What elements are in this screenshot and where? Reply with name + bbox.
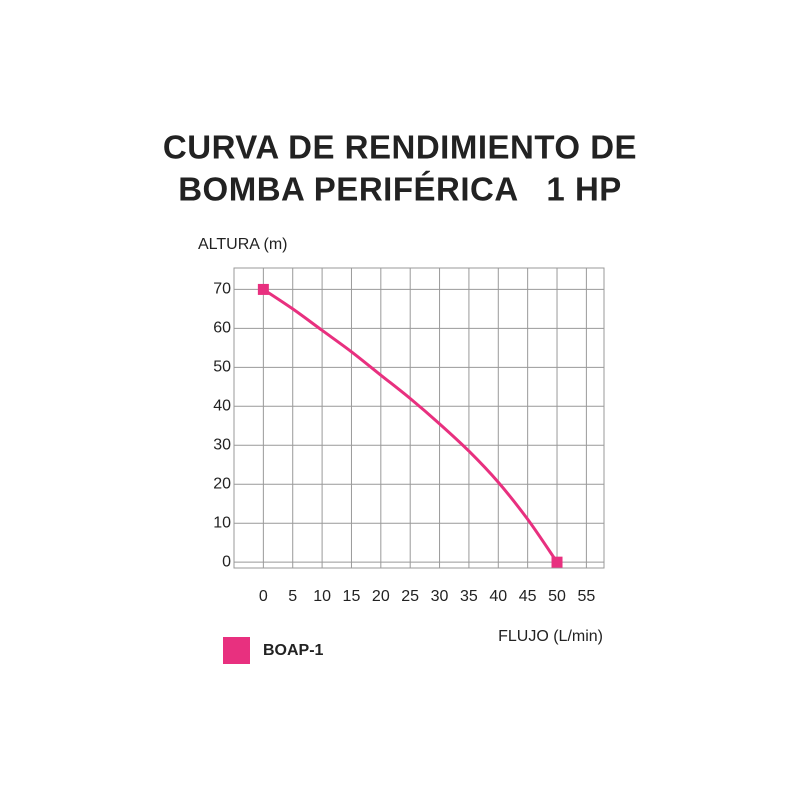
x-tick-label: 5 xyxy=(288,588,297,605)
x-tick-label: 0 xyxy=(259,588,268,605)
endpoint-marker xyxy=(257,283,269,295)
y-tick-label: 60 xyxy=(213,320,231,337)
x-tick-label: 35 xyxy=(460,588,478,605)
plot-border xyxy=(233,267,605,569)
y-tick-label: 30 xyxy=(213,436,231,453)
x-tick-label: 15 xyxy=(343,588,361,605)
y-tick-label: 50 xyxy=(213,359,231,376)
y-tick-label: 0 xyxy=(222,553,231,570)
x-tick-label: 55 xyxy=(577,588,595,605)
endpoint-marker xyxy=(551,556,563,568)
y-tick-label: 20 xyxy=(213,475,231,492)
chart-title: CURVA DE RENDIMIENTO DE xyxy=(163,129,637,166)
x-tick-label: 20 xyxy=(372,588,390,605)
legend-swatch xyxy=(223,637,250,664)
legend-label: BOAP-1 xyxy=(263,642,324,659)
y-axis-label: ALTURA (m) xyxy=(198,236,287,253)
y-tick-label: 40 xyxy=(213,398,231,415)
x-tick-label: 40 xyxy=(489,588,507,605)
x-tick-label: 25 xyxy=(401,588,419,605)
x-tick-label: 45 xyxy=(519,588,537,605)
chart-title: BOMBA PERIFÉRICA 1 HP xyxy=(178,171,622,208)
y-tick-label: 70 xyxy=(213,281,231,298)
series-line xyxy=(262,288,559,564)
x-tick-label: 10 xyxy=(313,588,331,605)
y-tick-label: 10 xyxy=(213,514,231,531)
x-axis-label: FLUJO (L/min) xyxy=(498,628,603,645)
x-tick-label: 50 xyxy=(548,588,566,605)
x-tick-label: 30 xyxy=(431,588,449,605)
